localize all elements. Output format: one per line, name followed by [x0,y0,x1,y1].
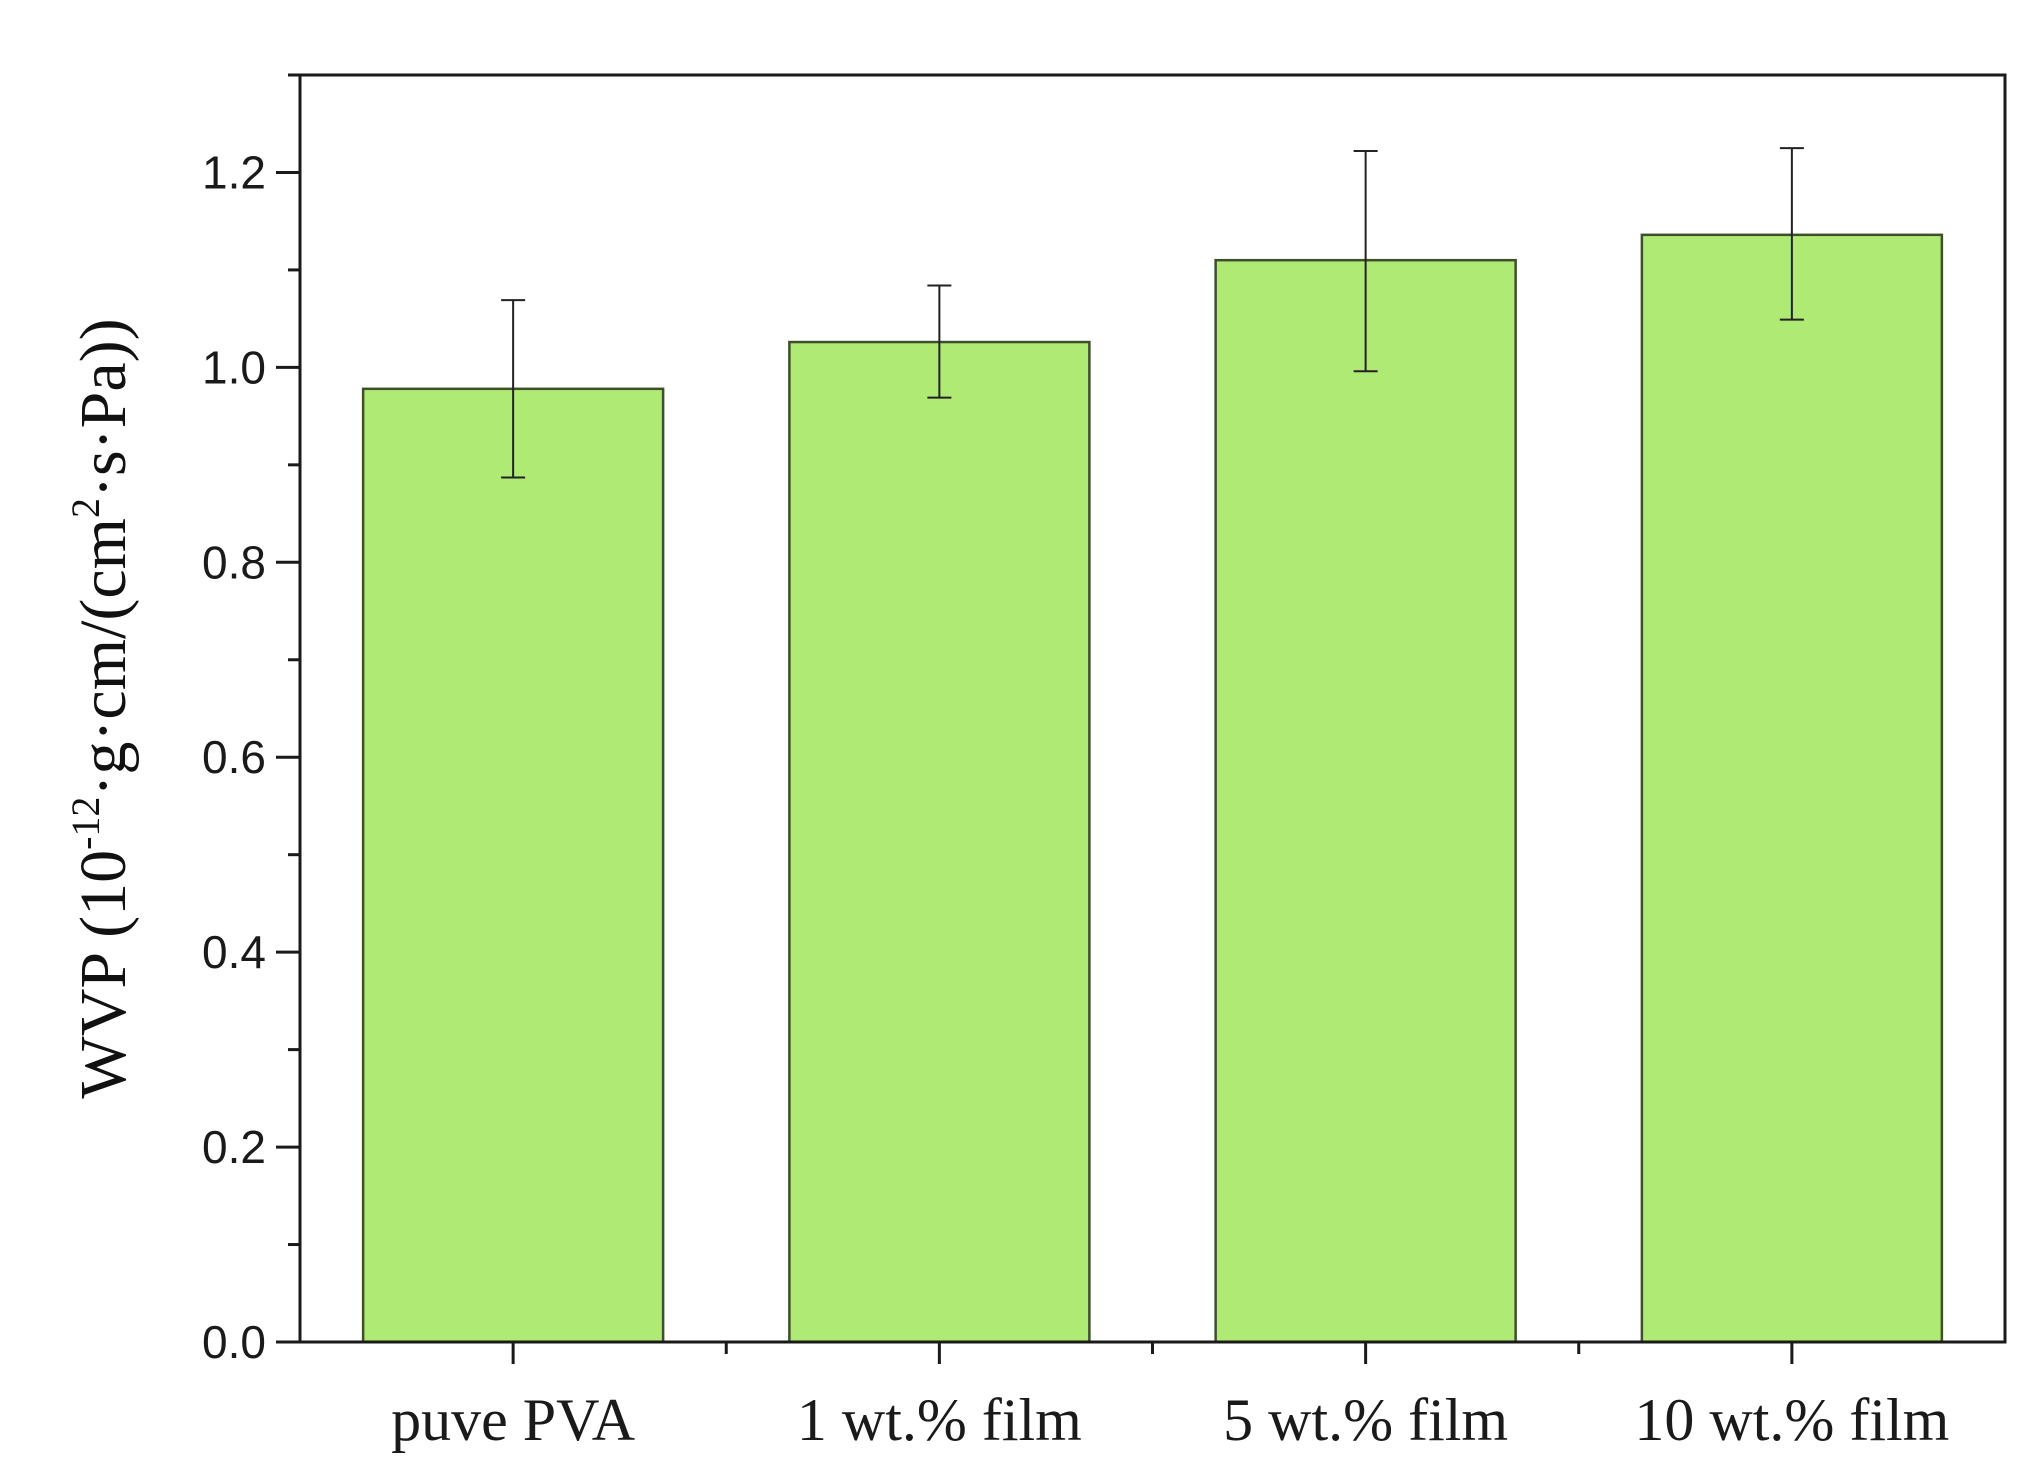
x-tick-label: 1 wt.% film [797,1387,1082,1453]
y-axis-label-exponent-1: -12 [63,797,108,850]
x-axis: puve PVA 1 wt.% film 5 wt.% film 10 wt.% fi… [391,1342,1949,1453]
error-bars [501,147,1804,479]
y-tick-label: 0.2 [202,1121,266,1173]
y-tick-label: 0.4 [202,926,266,978]
y-axis-label-exponent-2: 2 [63,498,108,518]
bars [361,233,1944,1344]
bar [361,387,665,1344]
y-axis-label-suffix: ·s·Pa)) [67,318,140,498]
y-axis-label-prefix: WVP (10 [67,850,140,1099]
y-tick-label: 0.0 [202,1316,266,1368]
error-bar [1779,147,1804,321]
error-bar [1353,150,1378,373]
y-axis-label-middle: ·g·cm/(cm [67,518,140,797]
y-axis-label: WVP (10-12·g·cm/(cm2·s·Pa)) [63,318,140,1098]
y-tick-label: 1.0 [202,341,266,393]
bar [788,340,1091,1344]
x-tick-label: 5 wt.% film [1223,1387,1508,1453]
error-bar [501,299,526,479]
x-tick-label: 10 wt.% film [1634,1387,1949,1453]
y-tick-label: 0.8 [202,536,266,588]
x-tick-label: puve PVA [391,1387,635,1453]
error-bar [927,284,952,399]
bar [1640,233,1944,1344]
y-axis: 0.0 0.2 0.4 0.6 0.8 1.0 1.2 [202,73,300,1368]
bar [1214,258,1517,1344]
y-tick-label: 1.2 [202,146,266,198]
y-tick-label: 0.6 [202,731,266,783]
